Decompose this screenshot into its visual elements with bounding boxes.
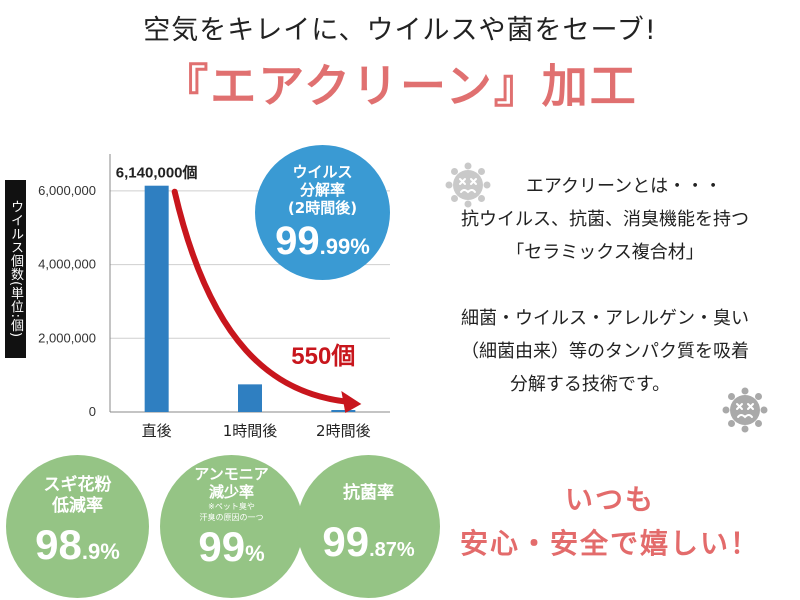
x-tick-label: 直後 — [142, 422, 172, 440]
decrease-arrow-head — [341, 391, 362, 413]
virus-icon — [445, 162, 491, 208]
y-tick-label: 4,000,000 — [38, 257, 96, 272]
antibacterial-badge: 抗菌率 99.87% — [297, 455, 440, 598]
badge-value-int: 98 — [35, 521, 82, 568]
decrease-arrow — [171, 188, 353, 405]
badge-value-dec: .99% — [319, 234, 370, 259]
description-line: 抗ウイルス、抗菌、消臭機能を持つ — [461, 209, 749, 230]
description-line: 「セラミックス複合材」 — [506, 242, 704, 263]
tagline: 空気をキレイに、ウイルスや菌をセーブ! — [143, 15, 657, 46]
x-tick-label: 2時間後 — [316, 422, 371, 440]
y-axis-label: ウイルス個数(単位:個) — [5, 180, 26, 358]
description-intro: エアクリーンとは・・・ 抗ウイルス、抗菌、消臭機能を持つ 「セラミックス複合材」 — [415, 170, 795, 269]
badge-line-3: (2時間後) — [287, 199, 358, 217]
badge-value-int: 99 — [198, 523, 246, 570]
bar — [331, 410, 356, 412]
badge-value: 99% — [160, 523, 303, 571]
bar — [144, 185, 169, 412]
badge-value: 99.99% — [255, 219, 390, 264]
y-tick-label: 0 — [89, 404, 96, 419]
x-tick-labels: 直後 1時間後 2時間後 — [142, 422, 371, 440]
badge-value-dec: % — [245, 541, 265, 566]
description-line: （細菌由来）等のタンパク質を吸着 — [461, 341, 749, 362]
closing-message: いつも 安心・安全で嬉しい！ — [460, 478, 760, 566]
virus-icon — [722, 387, 768, 433]
badge-value-int: 99 — [322, 518, 370, 565]
description-line: エアクリーンとは・・・ — [525, 176, 723, 197]
description-line: 細菌・ウイルス・アレルゲン・臭い — [461, 308, 749, 329]
badge-label-2: 低減率 — [52, 496, 103, 516]
y-tick-labels: 0 2,000,000 4,000,000 6,000,000 — [38, 183, 96, 419]
badge-label-2: 減少率 — [208, 483, 254, 501]
badge-label-1: アンモニア — [194, 465, 269, 483]
closing-line-1: いつも — [564, 483, 655, 516]
badge-value-dec: .9% — [81, 539, 120, 564]
virus-decomposition-badge: ウイルス 分解率 (2時間後) 99.99% — [255, 145, 390, 280]
annotation-last-value: 550個 — [291, 343, 355, 370]
y-tick-label: 2,000,000 — [38, 330, 96, 345]
badge-value-dec: .87% — [369, 539, 415, 561]
y-tick-label: 6,000,000 — [38, 183, 96, 198]
annotation-first-value: 6,140,000個 — [116, 164, 198, 182]
badge-value-int: 99 — [275, 219, 320, 263]
badge-note-1: ※ペット臭や — [208, 502, 255, 511]
description-line: 分解する技術です。 — [509, 374, 671, 395]
badge-line-1: ウイルス — [292, 163, 353, 181]
page-title: 『エアクリーン』加工 — [162, 59, 638, 113]
badge-label-1: 抗菌率 — [343, 483, 394, 503]
bar — [238, 384, 262, 412]
badge-label-1: スギ花粉 — [43, 475, 112, 495]
x-tick-label: 1時間後 — [223, 422, 278, 440]
chart-bars — [144, 185, 356, 412]
closing-line-2: 安心・安全で嬉しい！ — [460, 527, 761, 560]
badge-value: 98.9% — [6, 521, 149, 569]
ammonia-reduction-badge: アンモニア 減少率 ※ペット臭や 汗臭の原因の一つ 99% — [160, 455, 303, 598]
badge-note-2: 汗臭の原因の一つ — [199, 513, 264, 522]
badge-line-2: 分解率 — [299, 181, 345, 199]
pollen-reduction-badge: スギ花粉 低減率 98.9% — [6, 455, 149, 598]
description-detail: 細菌・ウイルス・アレルゲン・臭い （細菌由来）等のタンパク質を吸着 分解する技術… — [415, 302, 795, 401]
badge-value: 99.87% — [297, 518, 440, 566]
